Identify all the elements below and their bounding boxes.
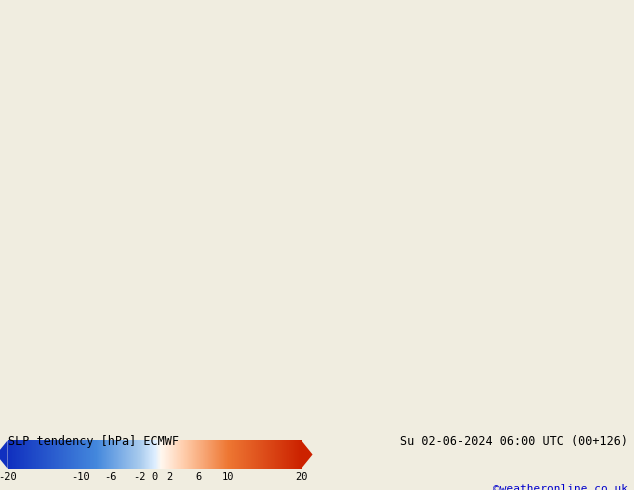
Text: Su 02-06-2024 06:00 UTC (00+126): Su 02-06-2024 06:00 UTC (00+126) <box>399 435 628 448</box>
Polygon shape <box>301 441 313 468</box>
Text: SLP tendency [hPa] ECMWF: SLP tendency [hPa] ECMWF <box>8 435 179 448</box>
Text: 20: 20 <box>295 472 307 482</box>
Text: -2: -2 <box>133 472 146 482</box>
Text: -6: -6 <box>104 472 117 482</box>
Text: ©weatheronline.co.uk: ©weatheronline.co.uk <box>493 484 628 490</box>
Polygon shape <box>0 441 8 468</box>
Text: 6: 6 <box>195 472 202 482</box>
Text: -20: -20 <box>0 472 17 482</box>
Text: 2: 2 <box>166 472 172 482</box>
Text: 0: 0 <box>152 472 157 482</box>
Text: 10: 10 <box>221 472 234 482</box>
Text: -10: -10 <box>72 472 91 482</box>
